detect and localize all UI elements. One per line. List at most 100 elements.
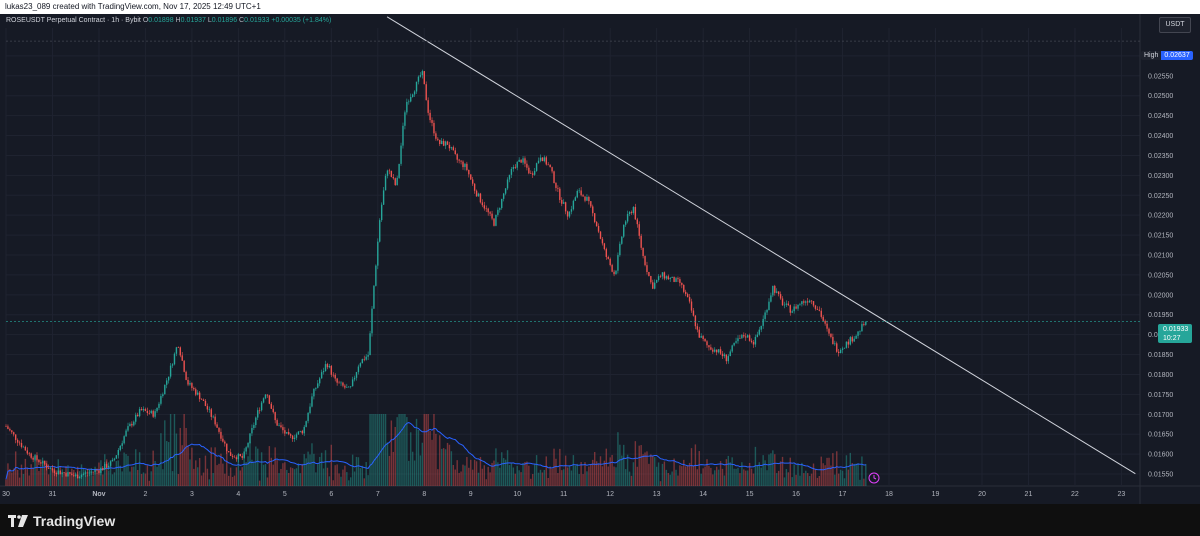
volume-bar — [20, 464, 23, 486]
symbol-legend: ROSEUSDT Perpetual Contract · 1h · Bybit… — [6, 17, 331, 24]
candle-body — [272, 408, 274, 413]
volume-bar — [71, 468, 73, 486]
symbol-title: ROSEUSDT Perpetual Contract · 1h · Bybit — [6, 17, 141, 24]
time-tick-label: 8 — [422, 491, 426, 498]
volume-bar — [255, 446, 257, 486]
volume-bar — [247, 456, 249, 486]
candle-body — [162, 394, 164, 397]
volume-bar — [433, 414, 435, 486]
candle-body — [437, 138, 439, 140]
candle-body — [330, 366, 333, 375]
volume-bar — [9, 468, 11, 486]
volume-bar — [86, 474, 89, 486]
candle-body — [324, 364, 327, 372]
candle-body — [361, 359, 364, 364]
volume-bar — [131, 466, 133, 486]
volume-bar — [394, 426, 396, 486]
tradingview-brand[interactable]: TradingView — [8, 513, 115, 529]
volume-bar — [702, 468, 704, 486]
candle-body — [286, 432, 288, 434]
candle-body — [626, 214, 629, 222]
candle-body — [191, 383, 193, 388]
volume-bar — [307, 451, 309, 486]
candle-body — [698, 329, 700, 338]
volume-bar — [557, 473, 559, 486]
volume-bar — [377, 414, 379, 486]
volume-bar — [415, 418, 418, 486]
candle-body — [210, 409, 212, 417]
candle-body — [607, 256, 609, 259]
candle-body — [563, 202, 565, 204]
high-marker-value: 0.02637 — [1161, 51, 1193, 60]
volume-bar — [774, 454, 776, 486]
volume-bar — [278, 473, 280, 486]
candle-body — [448, 144, 451, 149]
alert-clock-icon[interactable] — [868, 472, 880, 484]
candle-body — [266, 394, 269, 396]
candle-body — [410, 97, 412, 102]
volume-bar — [522, 463, 524, 486]
candle-body — [336, 378, 338, 383]
candle-body — [832, 336, 834, 345]
candle-body — [572, 200, 575, 210]
candle-body — [812, 301, 815, 306]
candle-body — [530, 173, 532, 174]
time-axis[interactable]: 30 31 Nov 2 3 4 5 6 7 8 9 10 11 12 13 14 15 16 17 18 19 20 21 2… — [2, 491, 1125, 498]
price-tick-label: 0.01750 — [1148, 392, 1173, 399]
candle-body — [808, 300, 811, 303]
volume-bar — [24, 458, 27, 486]
candle-body — [353, 377, 356, 380]
volume-bar — [611, 454, 613, 486]
price-tick-label: 0.02050 — [1148, 272, 1173, 279]
currency-button[interactable]: USDT — [1159, 17, 1191, 33]
volume-bar — [675, 469, 677, 486]
price-axis[interactable]: 0.026000.025500.025000.024500.024000.023… — [1148, 53, 1173, 478]
volume-bar — [783, 477, 786, 486]
volume-bar — [615, 467, 617, 486]
time-tick-label: 19 — [932, 491, 940, 498]
candle-body — [553, 171, 555, 183]
volume-bar — [198, 457, 201, 486]
close-value: 0.01933 — [244, 17, 270, 24]
price-chart[interactable]: 0.026000.025500.025000.024500.024000.023… — [0, 0, 1200, 504]
candle-body — [216, 424, 218, 428]
volume-bar — [847, 469, 850, 486]
volume-bar — [53, 468, 56, 486]
trendline[interactable] — [386, 16, 1136, 475]
candle-body — [164, 384, 166, 395]
volume-bar — [572, 455, 575, 486]
volume-bar — [251, 459, 253, 486]
volume-bar — [690, 448, 693, 486]
candle-body — [107, 465, 110, 468]
volume-bar — [334, 465, 336, 486]
last-price-tag: 0.01933 10:27 — [1158, 324, 1192, 343]
candle-body — [549, 164, 551, 168]
volume-bar — [204, 455, 207, 486]
volume-bar — [146, 465, 149, 486]
volume-bar — [398, 414, 400, 486]
candle-body — [588, 196, 590, 202]
candle-body — [690, 301, 693, 311]
candle-body — [408, 101, 410, 103]
candle-body — [119, 445, 121, 450]
candle-body — [226, 443, 228, 452]
candle-body — [13, 432, 15, 435]
volume-bar — [655, 466, 658, 486]
volume-bar — [94, 466, 96, 486]
volume-bar — [735, 468, 737, 486]
volume-bar — [609, 457, 611, 486]
candle-body — [220, 431, 222, 439]
volume-bar — [369, 414, 371, 486]
candle-body — [601, 238, 604, 244]
volume-bar — [218, 463, 220, 486]
candle-body — [859, 331, 861, 332]
candle-body — [51, 468, 54, 471]
volume-bar — [665, 469, 668, 486]
candle-body — [386, 170, 389, 176]
volume-bar — [88, 469, 90, 486]
candle-body — [595, 221, 598, 226]
candle-body — [227, 451, 230, 453]
volume-bar — [169, 414, 172, 486]
candle-body — [847, 341, 850, 345]
volume-bar — [681, 466, 683, 486]
